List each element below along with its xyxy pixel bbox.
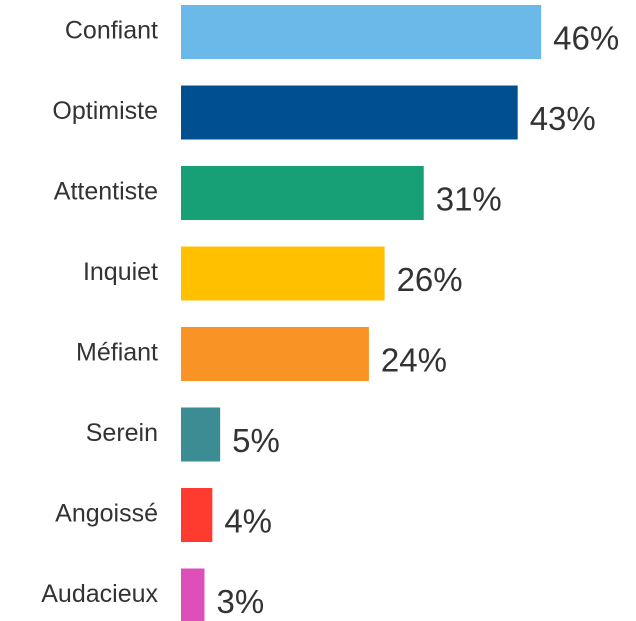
value-label: 31% [436,181,502,218]
category-label: Inquiet [83,258,158,286]
category-label: Angoissé [55,500,158,528]
bar [181,407,221,462]
bar [181,568,205,621]
bar [181,327,369,381]
value-label: 26% [397,261,463,298]
value-label: 5% [232,422,280,459]
category-label: Audacieux [41,580,158,608]
value-label: 43% [530,100,596,137]
bar [181,166,424,220]
value-label: 3% [216,583,264,620]
category-label: Serein [86,419,158,447]
category-label: Attentiste [54,178,158,206]
bar [181,85,518,140]
value-label: 46% [553,20,619,57]
bar [181,5,542,59]
bar [181,488,213,542]
category-label: Méfiant [76,339,158,367]
category-label: Confiant [65,17,158,45]
category-label: Optimiste [52,97,158,125]
value-label: 24% [381,342,447,379]
value-label: 4% [224,503,272,540]
bar [181,246,385,301]
